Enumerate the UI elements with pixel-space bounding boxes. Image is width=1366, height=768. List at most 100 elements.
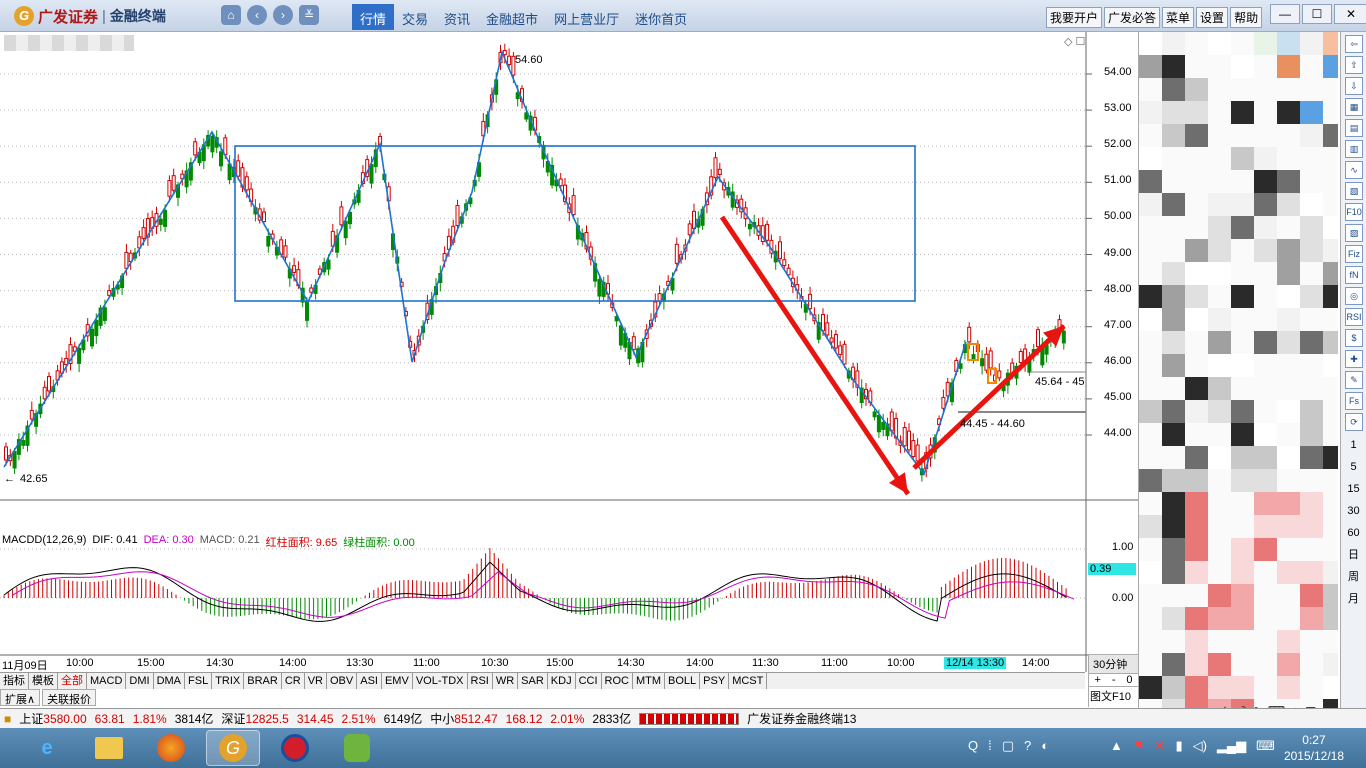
period-button-3[interactable]: 30 bbox=[1347, 505, 1360, 517]
tool-icon-3[interactable]: ▦ bbox=[1345, 98, 1363, 116]
indicator-tab-15[interactable]: RSI bbox=[468, 673, 493, 689]
tool-icon-12[interactable]: ◎ bbox=[1345, 287, 1363, 305]
close-button[interactable]: ✕ bbox=[1334, 4, 1366, 24]
tray-flag-icon[interactable]: ⚑ bbox=[1132, 738, 1145, 753]
tool-icon-6[interactable]: ∿ bbox=[1345, 161, 1363, 179]
indicator-tab-18[interactable]: KDJ bbox=[548, 673, 576, 689]
indicator-tab-8[interactable]: BRAR bbox=[244, 673, 282, 689]
tool-icon-2[interactable]: ⇩ bbox=[1345, 77, 1363, 95]
gf-terminal-icon[interactable]: G bbox=[206, 730, 260, 766]
menu-online-hall[interactable]: 网上营业厅 bbox=[554, 12, 620, 27]
tool-icon-15[interactable]: ✚ bbox=[1345, 350, 1363, 368]
menu-button[interactable]: 菜单 bbox=[1162, 7, 1195, 28]
open-account-button[interactable]: 我要开户 bbox=[1046, 7, 1103, 28]
indicator-tab-9[interactable]: CR bbox=[282, 673, 305, 689]
tool-icon-10[interactable]: Fiz bbox=[1345, 245, 1363, 263]
indicator-tab-23[interactable]: PSY bbox=[700, 673, 730, 689]
menu-trade[interactable]: 交易 bbox=[402, 12, 429, 27]
indicator-tab-7[interactable]: TRIX bbox=[212, 673, 245, 689]
indicator-tab-6[interactable]: FSL bbox=[185, 673, 213, 689]
indicator-tab-16[interactable]: WR bbox=[493, 673, 519, 689]
indicator-tab-11[interactable]: OBV bbox=[327, 673, 358, 689]
indicator-tab-24[interactable]: MCST bbox=[729, 673, 768, 689]
indicator-tab-13[interactable]: EMV bbox=[382, 673, 413, 689]
help-button[interactable]: 帮助 bbox=[1230, 7, 1263, 28]
period-button-2[interactable]: 15 bbox=[1347, 483, 1360, 495]
period-button-1[interactable]: 5 bbox=[1350, 461, 1357, 473]
candlestick-chart[interactable]: ← bbox=[0, 32, 1140, 708]
indicator-tab-5[interactable]: DMA bbox=[154, 673, 186, 689]
indicator-tab-19[interactable]: CCI bbox=[576, 673, 602, 689]
forward-icon[interactable]: › bbox=[273, 5, 293, 25]
tray-help-icon[interactable]: ? bbox=[1024, 738, 1032, 753]
indicator-tab-20[interactable]: ROC bbox=[602, 673, 633, 689]
maximize-button[interactable]: ☐ bbox=[1302, 4, 1332, 24]
expand-tab[interactable]: 扩展∧ bbox=[0, 689, 41, 706]
indicator-tab-22[interactable]: BOLL bbox=[665, 673, 701, 689]
tool-icon-11[interactable]: fN bbox=[1345, 266, 1363, 284]
settings-button[interactable]: 设置 bbox=[1196, 7, 1229, 28]
period-button-0[interactable]: 1 bbox=[1350, 439, 1357, 451]
firefox-icon[interactable] bbox=[144, 730, 198, 766]
collapse-icon[interactable]: ≚ bbox=[299, 5, 319, 25]
tool-icon-18[interactable]: ⟳ bbox=[1345, 413, 1363, 431]
indicator-tab-0[interactable]: 指标 bbox=[0, 673, 29, 689]
indicator-tab-2[interactable]: 全部 bbox=[58, 673, 87, 689]
tool-icon-16[interactable]: ✎ bbox=[1345, 371, 1363, 389]
indicator-tab-12[interactable]: ASI bbox=[357, 673, 382, 689]
indicator-tab-4[interactable]: DMI bbox=[126, 673, 154, 689]
tray-battery-icon[interactable]: ▮ bbox=[1175, 738, 1183, 753]
evernote-icon[interactable] bbox=[330, 730, 384, 766]
tray-network-off-icon[interactable]: ✕ bbox=[1154, 738, 1166, 753]
indicator-tab-10[interactable]: VR bbox=[305, 673, 327, 689]
tray-dots-icon[interactable]: ⁞ bbox=[988, 738, 992, 753]
tray-app-icon[interactable]: ▢ bbox=[1001, 738, 1015, 753]
indicator-tab-14[interactable]: VOL-TDX bbox=[413, 673, 468, 689]
home-icon[interactable]: ⌂ bbox=[221, 5, 241, 25]
ime-punct-icon[interactable]: °, bbox=[1254, 704, 1262, 708]
f10-button[interactable]: 图文F10 bbox=[1090, 691, 1131, 703]
securities-app-icon[interactable] bbox=[268, 730, 322, 766]
tool-icon-17[interactable]: Fs bbox=[1345, 392, 1363, 410]
indicator-tab-3[interactable]: MACD bbox=[87, 673, 127, 689]
ie-icon[interactable]: e bbox=[41, 736, 53, 759]
minimize-button[interactable]: — bbox=[1270, 4, 1300, 24]
kline-chart-area[interactable]: ← ◇ ☐ 54.60 42.65 45.64 - 45 44.45 - 44.… bbox=[0, 32, 1140, 708]
ime-moon-icon[interactable]: ☽ bbox=[1237, 704, 1248, 708]
ime-keyboard-icon[interactable]: ⌨ bbox=[1268, 704, 1285, 708]
zoom-in-button[interactable]: + bbox=[1094, 674, 1101, 686]
zoom-out-button[interactable]: - bbox=[1111, 674, 1116, 686]
indicator-tab-1[interactable]: 模板 bbox=[29, 673, 58, 689]
indicator-tab-17[interactable]: SAR bbox=[518, 673, 548, 689]
clock[interactable]: 0:27 2015/12/18 bbox=[1284, 732, 1344, 764]
back-icon[interactable]: ‹ bbox=[247, 5, 267, 25]
period-button-7[interactable]: 月 bbox=[1348, 593, 1359, 605]
tool-icon-5[interactable]: ▥ bbox=[1345, 140, 1363, 158]
tray-expand-icon[interactable]: ▲ bbox=[1110, 738, 1123, 753]
period-button-5[interactable]: 日 bbox=[1348, 549, 1359, 561]
ime-skin-icon[interactable]: ♣ bbox=[1291, 704, 1299, 708]
timeframe-label[interactable]: 30分钟 bbox=[1089, 655, 1138, 674]
chart-options-icon[interactable]: ◇ ☐ bbox=[1064, 36, 1086, 48]
tray-sync-icon[interactable]: ◐ bbox=[1041, 738, 1050, 753]
related-quotes-tab[interactable]: 关联报价 bbox=[42, 689, 97, 706]
tool-icon-4[interactable]: ▤ bbox=[1345, 119, 1363, 137]
tool-icon-13[interactable]: RSI bbox=[1345, 308, 1363, 326]
tool-icon-7[interactable]: ▧ bbox=[1345, 182, 1363, 200]
tool-icon-8[interactable]: F10 bbox=[1345, 203, 1363, 221]
tray-signal-icon[interactable]: ▂▄▆ bbox=[1216, 738, 1247, 753]
ime-lang[interactable]: 中 bbox=[1219, 704, 1231, 708]
tool-icon-0[interactable]: ⇦ bbox=[1345, 35, 1363, 53]
period-button-6[interactable]: 周 bbox=[1348, 571, 1359, 583]
menu-news[interactable]: 资讯 bbox=[444, 12, 471, 27]
gf-answer-button[interactable]: 广发必答 bbox=[1104, 7, 1161, 28]
indicator-tab-21[interactable]: MTM bbox=[633, 673, 666, 689]
ime-grid-icon[interactable]: ▦ bbox=[1305, 704, 1316, 708]
tool-icon-14[interactable]: $ bbox=[1345, 329, 1363, 347]
tool-icon-1[interactable]: ⇧ bbox=[1345, 56, 1363, 74]
tray-q-icon[interactable]: Q bbox=[968, 738, 979, 753]
tool-icon-9[interactable]: ▨ bbox=[1345, 224, 1363, 242]
menu-market[interactable]: 行情 bbox=[352, 4, 395, 30]
period-button-4[interactable]: 60 bbox=[1347, 527, 1360, 539]
explorer-icon[interactable] bbox=[82, 730, 136, 766]
